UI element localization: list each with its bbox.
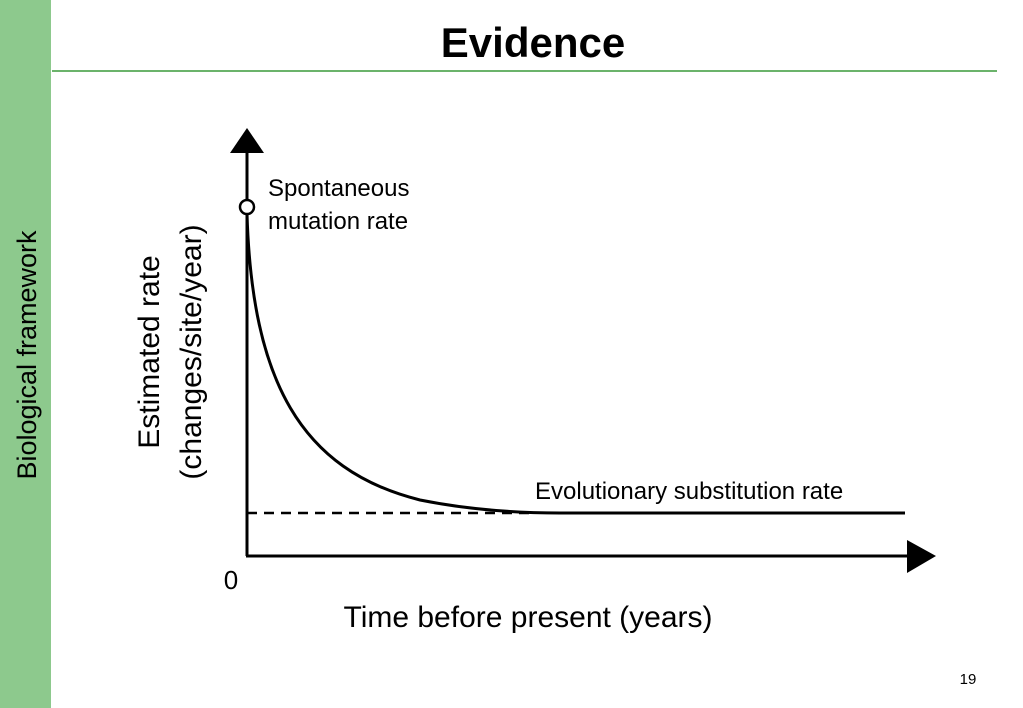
slide-title: Evidence [441, 19, 625, 66]
annotation: Spontaneous [268, 175, 409, 202]
annotation: mutation rate [268, 208, 408, 235]
sidebar [0, 0, 51, 708]
y-axis-label: (changes/site/year) [175, 224, 208, 479]
diagram: Spontaneous mutation rate Evolutionary s… [133, 128, 936, 634]
y-axis-label: Estimated rate [133, 255, 166, 448]
x-axis-arrow [907, 540, 936, 573]
origin-label: 0 [224, 565, 238, 595]
annotation: Evolutionary substitution rate [535, 478, 843, 505]
rate-curve [245, 213, 905, 515]
y-axis-arrow [230, 128, 264, 153]
x-axis-label: Time before present (years) [343, 601, 712, 634]
sidebar-label: Biological framework [12, 230, 42, 480]
start-point [238, 198, 256, 216]
page-number: 19 [960, 671, 977, 688]
